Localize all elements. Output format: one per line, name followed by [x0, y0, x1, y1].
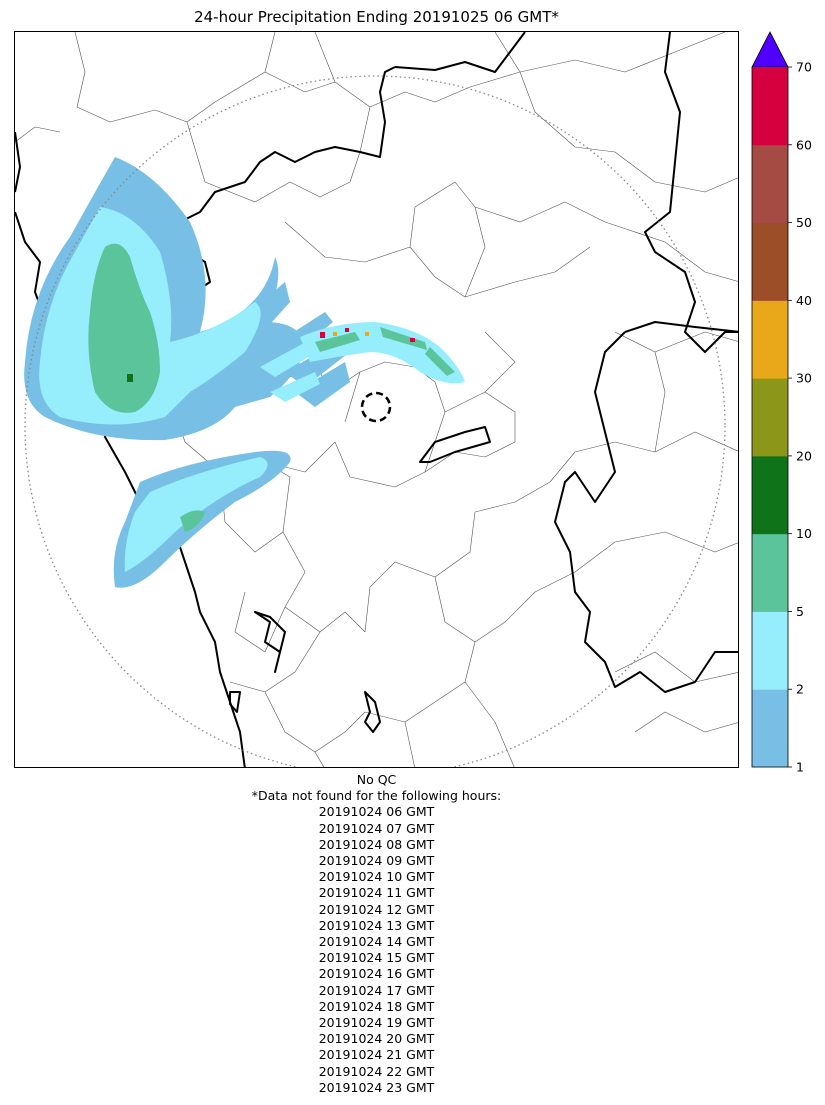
missing-hour-item: 20191024 18 GMT [318, 998, 435, 1014]
colorbar-tick-label: 70 [796, 60, 812, 75]
radar-map [14, 31, 739, 768]
colorbar-segment [752, 689, 788, 768]
colorbar-frame [751, 67, 789, 768]
colorbar-segment [752, 611, 788, 690]
precip-moderate-streaks [260, 337, 320, 402]
precip-heavy-south [180, 510, 205, 532]
qc-status: No QC [356, 772, 397, 787]
missing-hour-item: 20191024 19 GMT [318, 1015, 435, 1031]
colorbar-segment [752, 533, 788, 612]
precip-convective-orange [333, 332, 369, 336]
missing-hour-item: 20191024 23 GMT [318, 1079, 435, 1095]
missing-hour-item: 20191024 11 GMT [318, 885, 435, 901]
colorbar-tick-label: 1 [796, 760, 804, 775]
radar-range-ring [24, 75, 726, 767]
colorbar-segment [752, 455, 788, 535]
colorbar-segment [752, 67, 788, 146]
precipitation-field [24, 157, 465, 588]
missing-hour-item: 20191024 07 GMT [318, 820, 435, 836]
missing-hour-item: 20191024 12 GMT [318, 901, 435, 917]
precip-heavy-west [88, 243, 160, 413]
colorbar-tick-label: 30 [796, 371, 812, 386]
colorbar-tick-label: 5 [796, 604, 804, 619]
missing-hour-item: 20191024 16 GMT [318, 966, 435, 982]
missing-hours-list: 20191024 06 GMT 20191024 07 GMT 20191024 0… [14, 804, 739, 1096]
missing-hour-item: 20191024 13 GMT [318, 917, 435, 933]
radar-site-marker [360, 391, 392, 423]
missing-hour-item: 20191024 06 GMT [318, 804, 435, 820]
footer-notes: No QC *Data not found for the following … [14, 772, 739, 1096]
missing-hour-item: 20191024 15 GMT [318, 950, 435, 966]
colorbar-tick-label: 60 [796, 137, 812, 152]
missing-hour-item: 20191024 10 GMT [318, 869, 435, 885]
missing-hour-item: 20191024 14 GMT [318, 934, 435, 950]
colorbar-tick-label: 50 [796, 215, 812, 230]
missing-hour-item: 20191024 09 GMT [318, 853, 435, 869]
colorbar-segment [752, 300, 788, 379]
missing-hour-item: 20191024 20 GMT [318, 1031, 435, 1047]
map-canvas [15, 32, 738, 767]
colorbar-extend-arrow [751, 31, 789, 68]
missing-data-note: *Data not found for the following hours: [251, 788, 502, 804]
missing-hour-item: 20191024 22 GMT [318, 1063, 435, 1079]
missing-hour-item: 20191024 17 GMT [318, 982, 435, 998]
missing-hour-item: 20191024 08 GMT [318, 836, 435, 852]
colorbar-tick-label: 10 [796, 526, 812, 541]
colorbar-tick-label: 20 [796, 448, 812, 463]
precip-very-heavy-spot [127, 374, 133, 382]
precip-light-south [113, 450, 291, 588]
colorbar: 1 2 5 10 20 30 40 50 60 70 [748, 30, 825, 775]
precip-convective-core [315, 327, 455, 376]
colorbar-segment [752, 222, 788, 301]
colorbar-tick-label: 2 [796, 682, 804, 697]
colorbar-tick-label: 40 [796, 293, 812, 308]
chart-title: 24-hour Precipitation Ending 20191025 06… [194, 8, 559, 26]
missing-hour-item: 20191024 21 GMT [318, 1047, 435, 1063]
colorbar-segment [752, 378, 788, 457]
colorbar-segment [752, 144, 788, 224]
colorbar-svg: 1 2 5 10 20 30 40 50 60 70 [751, 31, 812, 775]
